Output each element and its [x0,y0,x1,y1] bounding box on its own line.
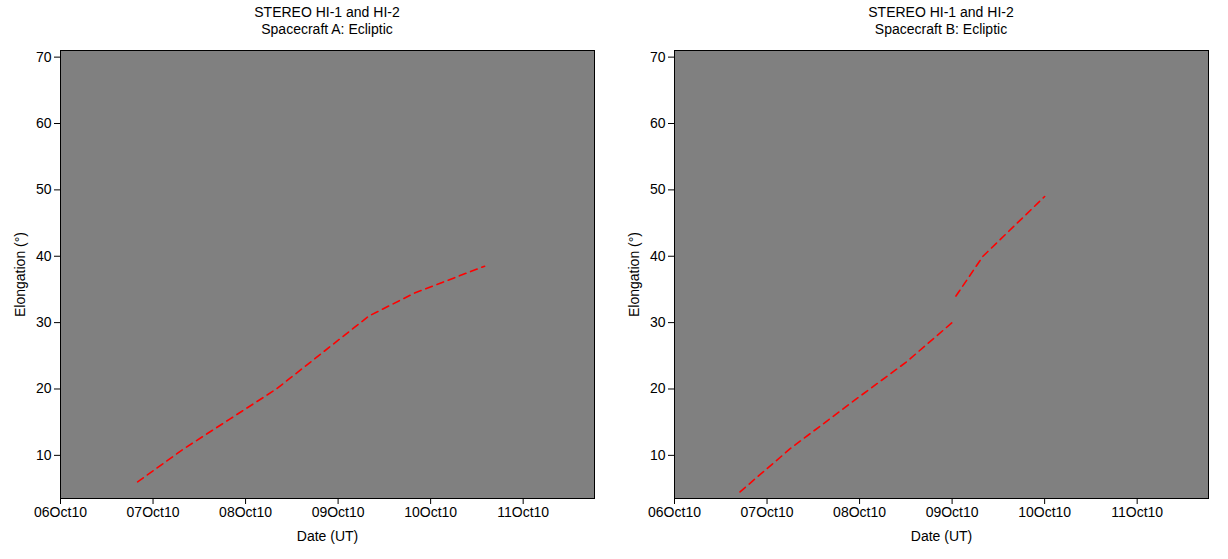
html-text:Spacecraft A: Ecliptic: Spacecraft A: Ecliptic [261,21,393,37]
svg-text:30: 30 [650,314,666,330]
svg-text:Elongation (°): Elongation (°) [626,232,642,317]
svg-text:40: 40 [36,248,52,264]
svg-text:Elongation (°): Elongation (°) [12,232,28,317]
html-text:STEREO HI-1 and HI-2: STEREO HI-1 and HI-2 [868,4,1014,20]
svg-text:50: 50 [650,181,666,197]
svg-text:10Oct10: 10Oct10 [1018,504,1071,520]
svg-text:08Oct10: 08Oct10 [219,504,272,520]
svg-text:70: 70 [36,49,52,65]
svg-text:06Oct10: 06Oct10 [648,504,701,520]
svg-text:07Oct10: 07Oct10 [741,504,794,520]
svg-text:60: 60 [36,115,52,131]
svg-text:60: 60 [650,115,666,131]
svg-text:10: 10 [650,447,666,463]
svg-text:20: 20 [650,380,666,396]
svg-text:Date (UT): Date (UT) [297,528,358,544]
svg-text:09Oct10: 09Oct10 [926,504,979,520]
svg-text:10: 10 [36,447,52,463]
svg-text:11Oct10: 11Oct10 [1111,504,1163,520]
svg-text:30: 30 [36,314,52,330]
svg-text:50: 50 [36,181,52,197]
svg-text:40: 40 [650,248,666,264]
svg-text:10Oct10: 10Oct10 [404,504,457,520]
svg-text:06Oct10: 06Oct10 [34,504,87,520]
svg-text:08Oct10: 08Oct10 [833,504,886,520]
html-text:Spacecraft B: Ecliptic: Spacecraft B: Ecliptic [874,21,1008,37]
svg-text:11Oct10: 11Oct10 [497,504,549,520]
svg-text:09Oct10: 09Oct10 [312,504,365,520]
svg-text:07Oct10: 07Oct10 [127,504,180,520]
svg-text:Date (UT): Date (UT) [911,528,972,544]
svg-text:70: 70 [650,49,666,65]
svg-text:20: 20 [36,380,52,396]
html-text:STEREO HI-1 and HI-2: STEREO HI-1 and HI-2 [254,4,400,20]
